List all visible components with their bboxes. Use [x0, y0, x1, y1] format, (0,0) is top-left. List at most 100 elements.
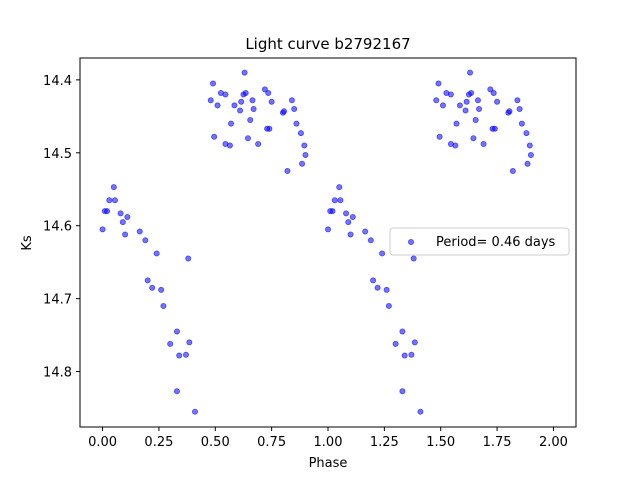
data-point — [447, 91, 454, 98]
data-point — [182, 351, 189, 358]
legend: Period= 0.46 days — [389, 227, 570, 256]
data-point — [480, 141, 487, 148]
data-point — [281, 108, 288, 115]
data-point — [490, 90, 497, 97]
data-point — [142, 237, 149, 244]
data-point — [383, 286, 390, 293]
data-point — [347, 231, 354, 238]
y-tick-label: 14.7 — [43, 293, 72, 308]
legend-marker — [407, 238, 414, 245]
data-point — [110, 184, 117, 191]
data-point — [297, 130, 304, 137]
y-axis-ticks: 14.4 14.5 14.6 14.7 14.8 — [43, 74, 80, 381]
data-point — [345, 219, 352, 226]
data-point — [385, 302, 392, 309]
data-point — [470, 135, 477, 142]
data-point — [119, 219, 126, 226]
data-point — [266, 125, 273, 132]
data-point — [453, 120, 460, 127]
data-point — [241, 69, 248, 76]
data-point — [301, 142, 308, 149]
data-point — [250, 106, 257, 113]
data-point — [401, 352, 408, 359]
data-point — [436, 133, 443, 140]
data-point — [228, 120, 235, 127]
x-tick-label: 0.00 — [88, 435, 117, 450]
data-point — [207, 97, 214, 104]
data-point — [514, 97, 521, 104]
data-point — [435, 80, 442, 87]
data-point — [462, 107, 469, 114]
data-point — [456, 102, 463, 109]
data-point — [433, 97, 440, 104]
data-point — [185, 255, 192, 262]
data-point — [117, 210, 124, 217]
data-point — [160, 302, 167, 309]
data-point — [324, 226, 331, 233]
data-point — [211, 133, 218, 140]
data-point — [291, 106, 298, 113]
data-point — [516, 106, 523, 113]
data-point — [526, 142, 533, 149]
x-tick-label: 0.75 — [257, 435, 286, 450]
data-point — [472, 116, 479, 123]
x-tick-label: 1.25 — [370, 435, 399, 450]
data-point — [410, 255, 417, 262]
data-point — [349, 213, 356, 220]
data-point — [226, 142, 233, 149]
x-tick-label: 1.00 — [314, 435, 343, 450]
data-point — [399, 328, 406, 335]
data-point — [222, 91, 229, 98]
data-point — [191, 408, 198, 415]
data-point — [337, 197, 344, 204]
data-point — [293, 120, 300, 127]
data-point — [173, 388, 180, 395]
data-point — [399, 388, 406, 395]
data-point — [367, 237, 374, 244]
data-point — [411, 339, 418, 346]
x-tick-label: 0.25 — [144, 435, 173, 450]
data-point — [491, 125, 498, 132]
y-axis-title: Ks — [20, 235, 35, 251]
data-point — [467, 69, 474, 76]
data-point — [238, 98, 245, 105]
data-point — [476, 106, 483, 113]
data-point — [173, 328, 180, 335]
data-point — [136, 228, 143, 235]
data-point — [99, 226, 106, 233]
y-tick-label: 14.8 — [43, 366, 72, 381]
data-point — [439, 102, 446, 109]
data-point — [379, 250, 386, 257]
data-point — [392, 340, 399, 347]
data-point — [370, 277, 377, 284]
data-point — [106, 197, 113, 204]
data-point — [231, 102, 238, 109]
data-point — [167, 340, 174, 347]
data-point — [331, 197, 338, 204]
data-point — [122, 231, 129, 238]
data-point — [452, 142, 459, 149]
legend-box — [389, 227, 570, 256]
legend-label: Period= 0.46 days — [436, 235, 556, 250]
data-point — [343, 210, 350, 217]
data-point — [487, 86, 494, 93]
data-point — [158, 286, 165, 293]
data-point — [149, 284, 156, 291]
x-tick-label: 2.00 — [539, 435, 568, 450]
data-point — [268, 98, 275, 105]
data-point — [186, 339, 193, 346]
data-point — [244, 135, 251, 142]
data-point — [104, 208, 111, 215]
x-tick-label: 1.75 — [483, 435, 512, 450]
data-point — [336, 184, 343, 191]
data-point — [523, 130, 530, 137]
data-point — [265, 90, 272, 97]
data-point — [153, 250, 160, 257]
data-point — [237, 107, 244, 114]
data-point — [329, 208, 336, 215]
x-axis-ticks: 0.00 0.25 0.50 0.75 1.00 1.25 1.50 1.75 2.00 — [88, 427, 568, 450]
data-point — [468, 90, 475, 97]
data-point — [518, 120, 525, 127]
y-tick-label: 14.6 — [43, 220, 72, 235]
